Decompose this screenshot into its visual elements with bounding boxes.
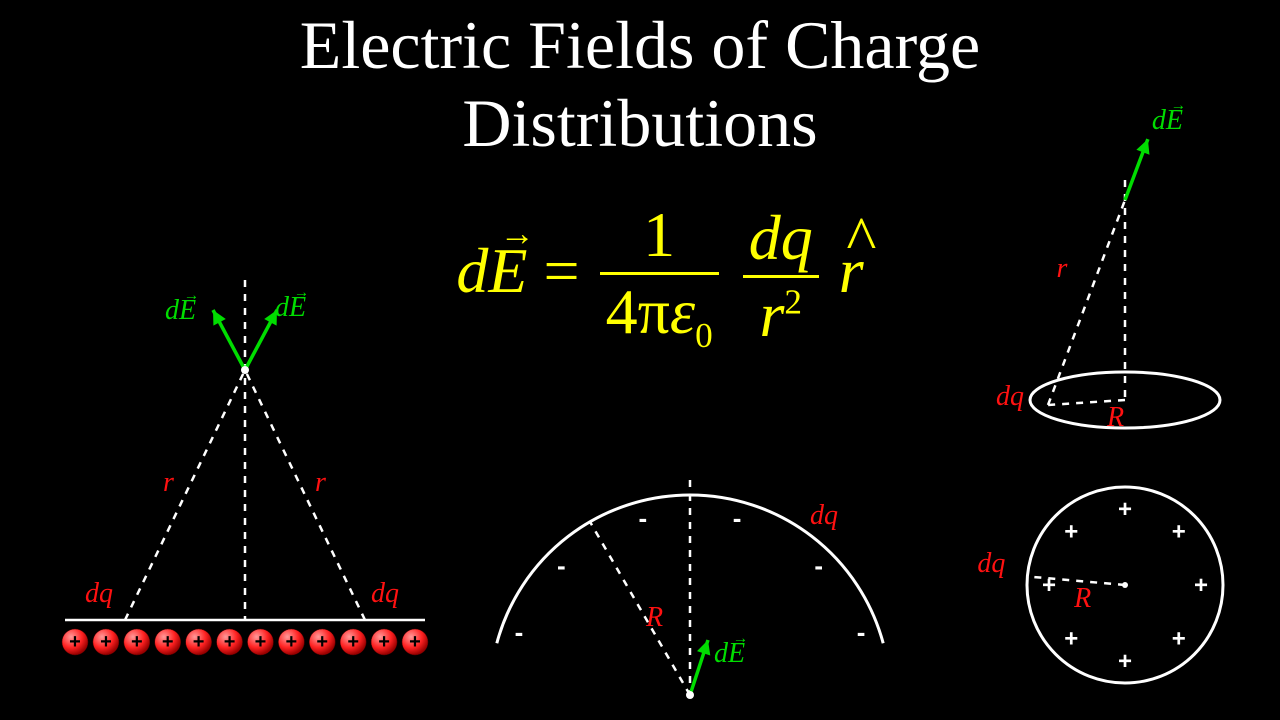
svg-text:+: +: [1118, 496, 1132, 523]
title-line2: Distributions: [462, 85, 817, 161]
eq-frac2: dq r2: [743, 201, 819, 352]
coulomb-equation: dE = 1 4πε0 dq r2 r: [380, 198, 940, 356]
svg-text:+: +: [193, 631, 205, 653]
svg-text:+: +: [286, 631, 298, 653]
diagram-line-charge: ++++++++++++dEdErrdqdq: [45, 300, 445, 680]
page-title: Electric Fields of Charge Distributions: [0, 6, 1280, 162]
svg-text:+: +: [347, 631, 359, 653]
r-label: r: [163, 467, 174, 499]
dq-label: dq: [810, 500, 838, 532]
dq-label: dq: [996, 381, 1024, 413]
svg-text:+: +: [69, 631, 81, 653]
R-label: R: [1074, 583, 1091, 615]
diagram-disc-charge: ++++++++dqR: [1000, 470, 1250, 700]
svg-text:-: -: [639, 503, 648, 533]
diagram-arc-charge: - - - - - - dq RdE: [500, 395, 880, 715]
svg-text:+: +: [316, 631, 328, 653]
dq-label: dq: [977, 548, 1005, 580]
dE-label: dE: [165, 295, 196, 327]
svg-text:+: +: [100, 631, 112, 653]
svg-text:+: +: [1194, 572, 1208, 599]
R-label: R: [646, 602, 663, 634]
dE-label: dE: [1152, 105, 1183, 137]
svg-text:-: -: [814, 550, 823, 580]
svg-text:-: -: [733, 503, 742, 533]
svg-text:+: +: [131, 631, 143, 653]
svg-text:+: +: [378, 631, 390, 653]
dq-label: dq: [85, 578, 113, 610]
svg-text:+: +: [1118, 648, 1132, 675]
eq-rhat: r: [839, 234, 864, 308]
svg-text:+: +: [1064, 626, 1078, 653]
R-label: R: [1107, 402, 1124, 434]
r-label: r: [1057, 253, 1068, 285]
svg-text:+: +: [255, 631, 267, 653]
eq-dE: dE: [456, 235, 527, 306]
svg-text:+: +: [1172, 626, 1186, 653]
diagram-ring-charge: dErdqR: [1000, 150, 1250, 430]
dE-label: dE: [275, 292, 306, 324]
svg-text:+: +: [1064, 518, 1078, 545]
eq-equals: =: [543, 235, 595, 306]
title-line1: Electric Fields of Charge: [300, 7, 980, 83]
svg-text:-: -: [857, 617, 866, 647]
svg-text:+: +: [224, 631, 236, 653]
dE-label: dE: [714, 638, 745, 670]
svg-text:+: +: [162, 631, 174, 653]
svg-text:+: +: [1042, 572, 1056, 599]
dq-label: dq: [371, 578, 399, 610]
svg-text:-: -: [557, 550, 566, 580]
r-label: r: [315, 467, 326, 499]
svg-text:+: +: [409, 631, 421, 653]
eq-frac1: 1 4πε0: [600, 198, 719, 356]
svg-text:+: +: [1172, 518, 1186, 545]
svg-text:-: -: [515, 617, 524, 647]
